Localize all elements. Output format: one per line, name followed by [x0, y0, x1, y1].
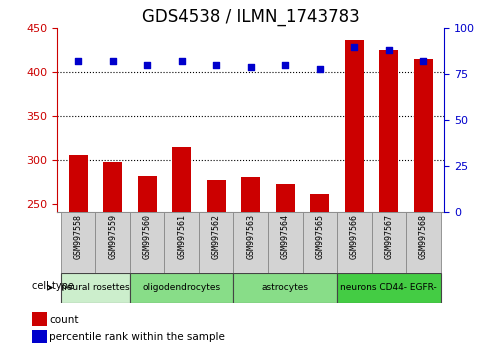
- Bar: [310, 194, 329, 212]
- Bar: [406, 212, 441, 273]
- Bar: [130, 212, 165, 273]
- Bar: [172, 147, 191, 212]
- Point: [419, 59, 427, 64]
- Bar: [130, 273, 234, 303]
- Point: [350, 44, 358, 50]
- Bar: [372, 212, 406, 273]
- Text: GSM997564: GSM997564: [281, 214, 290, 259]
- Bar: [68, 155, 88, 212]
- Text: cell type: cell type: [31, 281, 73, 291]
- Point: [247, 64, 255, 70]
- Bar: [414, 59, 433, 212]
- Text: astrocytes: astrocytes: [262, 283, 309, 292]
- Bar: [337, 212, 372, 273]
- Text: GSM997560: GSM997560: [143, 214, 152, 259]
- Bar: [61, 273, 130, 303]
- Point: [212, 62, 220, 68]
- Bar: [241, 177, 260, 212]
- Bar: [234, 212, 268, 273]
- Bar: [61, 212, 95, 273]
- Point: [178, 59, 186, 64]
- Text: GSM997558: GSM997558: [73, 214, 83, 259]
- Bar: [234, 273, 337, 303]
- Bar: [138, 176, 157, 212]
- Point: [281, 62, 289, 68]
- Title: GDS4538 / ILMN_1743783: GDS4538 / ILMN_1743783: [142, 8, 360, 25]
- Text: GSM997568: GSM997568: [419, 214, 428, 259]
- Bar: [32, 330, 47, 343]
- Text: neurons CD44- EGFR-: neurons CD44- EGFR-: [340, 283, 437, 292]
- Bar: [32, 312, 47, 326]
- Bar: [302, 212, 337, 273]
- Bar: [207, 180, 226, 212]
- Point: [74, 59, 82, 64]
- Text: oligodendrocytes: oligodendrocytes: [143, 283, 221, 292]
- Bar: [379, 50, 398, 212]
- Text: GSM997561: GSM997561: [177, 214, 186, 259]
- Point: [385, 47, 393, 53]
- Bar: [268, 212, 302, 273]
- Text: percentile rank within the sample: percentile rank within the sample: [49, 332, 225, 342]
- Text: GSM997563: GSM997563: [246, 214, 255, 259]
- Bar: [165, 212, 199, 273]
- Text: GSM997567: GSM997567: [384, 214, 393, 259]
- Text: neural rosettes: neural rosettes: [61, 283, 130, 292]
- Text: GSM997559: GSM997559: [108, 214, 117, 259]
- Bar: [337, 273, 441, 303]
- Bar: [199, 212, 234, 273]
- Point: [316, 66, 324, 72]
- Text: GSM997566: GSM997566: [350, 214, 359, 259]
- Bar: [95, 212, 130, 273]
- Bar: [103, 162, 122, 212]
- Text: count: count: [49, 315, 79, 325]
- Text: GSM997562: GSM997562: [212, 214, 221, 259]
- Point: [143, 62, 151, 68]
- Point: [109, 59, 117, 64]
- Bar: [345, 40, 364, 212]
- Text: GSM997565: GSM997565: [315, 214, 324, 259]
- Bar: [276, 184, 295, 212]
